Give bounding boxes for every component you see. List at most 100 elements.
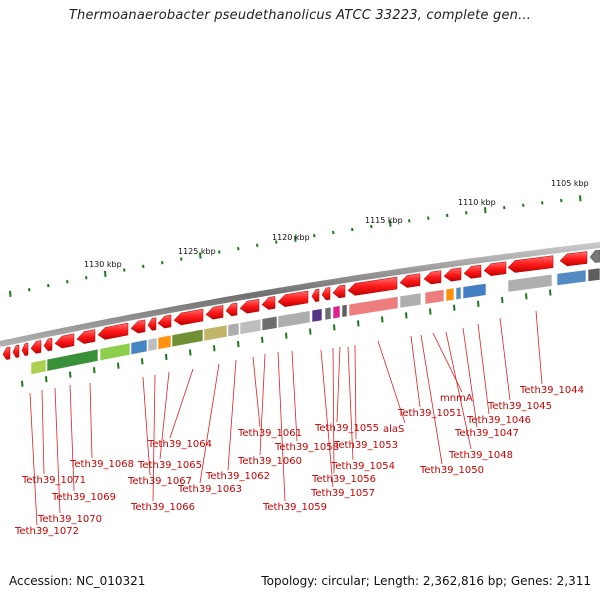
leader-line bbox=[159, 371, 170, 460]
inner-tick bbox=[285, 332, 288, 339]
leader-line bbox=[535, 310, 543, 385]
leader-line bbox=[89, 382, 93, 459]
gene-label[interactable]: Teth39_1059 bbox=[262, 502, 327, 513]
gene-label[interactable]: Teth39_1072 bbox=[14, 526, 79, 537]
minor-tick bbox=[123, 268, 126, 272]
feature-block bbox=[424, 289, 445, 305]
minor-tick bbox=[522, 203, 525, 207]
gene-label[interactable]: Teth39_1071 bbox=[21, 475, 86, 486]
gene-label[interactable]: Teth39_1062 bbox=[205, 471, 270, 482]
gene-arrow bbox=[399, 273, 421, 288]
gene-arrow bbox=[173, 308, 204, 326]
leader-line bbox=[477, 323, 490, 415]
major-tick bbox=[579, 195, 582, 202]
leader-line bbox=[252, 356, 261, 428]
gene-label[interactable]: Teth39_1046 bbox=[466, 415, 531, 426]
inner-tick bbox=[21, 380, 24, 387]
gene-label[interactable]: Teth39_1058 bbox=[274, 442, 339, 453]
feature-block bbox=[130, 339, 148, 356]
gene-label[interactable]: Teth39_1060 bbox=[237, 456, 302, 467]
gene-arrow bbox=[54, 333, 75, 349]
gene-arrow bbox=[589, 249, 600, 263]
leader-line bbox=[336, 346, 341, 423]
leader-line bbox=[291, 350, 298, 442]
gene-arrow bbox=[225, 302, 238, 317]
minor-tick bbox=[275, 240, 278, 244]
gene-label[interactable]: alaS bbox=[383, 424, 404, 435]
feature-block bbox=[227, 322, 240, 338]
leader-line bbox=[347, 346, 354, 461]
inner-tick bbox=[501, 296, 504, 304]
leader-line bbox=[259, 353, 266, 456]
minor-tick bbox=[541, 201, 544, 205]
major-tick bbox=[389, 220, 392, 227]
gene-arrow bbox=[443, 267, 462, 282]
inner-tick bbox=[165, 353, 168, 360]
gene-label[interactable]: Teth39_1057 bbox=[310, 488, 375, 499]
genome-backbone bbox=[0, 242, 600, 347]
feature-block bbox=[341, 304, 348, 318]
gene-arrow bbox=[311, 288, 320, 302]
inner-tick bbox=[69, 371, 72, 378]
scale-label: 1105 kbp bbox=[551, 179, 589, 188]
gene-labels[interactable]: Teth39_1044 Teth39_1045 Teth39_1046 Teth39_… bbox=[14, 385, 584, 537]
gene-label[interactable]: Teth39_1050 bbox=[419, 465, 484, 476]
inner-tick bbox=[453, 304, 456, 311]
leader-line bbox=[169, 368, 194, 439]
minor-tick bbox=[408, 219, 411, 223]
leader-line bbox=[227, 359, 237, 471]
gene-arrow bbox=[483, 261, 507, 276]
feature-block bbox=[587, 267, 600, 282]
gene-label[interactable]: Teth39_1066 bbox=[130, 502, 195, 513]
gene-label[interactable]: Teth39_1053 bbox=[333, 440, 398, 451]
gene-arrow bbox=[261, 296, 276, 310]
feature-block bbox=[46, 348, 99, 372]
gene-label[interactable]: Teth39_1069 bbox=[51, 492, 116, 503]
gene-arrow bbox=[239, 298, 260, 314]
gene-label[interactable]: Teth39_1070 bbox=[37, 514, 102, 525]
minor-tick bbox=[85, 276, 88, 280]
gene-label[interactable]: Teth39_1064 bbox=[147, 439, 212, 450]
gene-arrow bbox=[97, 322, 129, 340]
gene-label[interactable]: Teth39_1056 bbox=[311, 474, 376, 485]
feature-block bbox=[261, 315, 278, 332]
gene-label[interactable]: Teth39_1067 bbox=[127, 476, 192, 487]
gene-label[interactable]: Teth39_1065 bbox=[137, 460, 202, 471]
inner-tick bbox=[237, 340, 240, 348]
gene-arrow bbox=[463, 264, 482, 279]
gene-label[interactable]: Teth39_1044 bbox=[519, 385, 584, 396]
major-tick bbox=[104, 270, 107, 277]
gene-arrow bbox=[507, 255, 554, 273]
gene-label[interactable]: Teth39_1054 bbox=[330, 461, 395, 472]
gene-arrow bbox=[205, 305, 224, 320]
inner-tick bbox=[549, 289, 552, 296]
gene-label[interactable]: mnmA bbox=[440, 393, 473, 404]
gene-label[interactable]: Teth39_1055 bbox=[314, 423, 379, 434]
gene-label[interactable]: Teth39_1045 bbox=[487, 401, 552, 412]
gene-label[interactable]: Teth39_1068 bbox=[69, 459, 134, 470]
gene-arrow bbox=[321, 287, 331, 301]
leader-line bbox=[320, 349, 334, 488]
feature-block bbox=[311, 308, 323, 323]
leader-line bbox=[142, 376, 151, 476]
minor-tick bbox=[256, 243, 259, 247]
inner-tick bbox=[213, 345, 216, 352]
gene-label[interactable]: Teth39_1047 bbox=[454, 428, 519, 439]
gene-label[interactable]: Teth39_1051 bbox=[397, 408, 462, 419]
gene-label[interactable]: Teth39_1063 bbox=[177, 484, 242, 495]
gene-arrow bbox=[147, 317, 157, 331]
map-title: Thermoanaerobacter pseudethanolicus ATCC… bbox=[68, 8, 532, 23]
inner-tick bbox=[477, 300, 480, 307]
feature-track[interactable] bbox=[30, 267, 600, 375]
gene-label[interactable]: Teth39_1061 bbox=[237, 428, 302, 439]
gene-features[interactable] bbox=[2, 249, 600, 360]
scale-label: 1120 kbp bbox=[272, 233, 310, 242]
accession-label: Accession: NC_010321 bbox=[9, 574, 146, 588]
feature-block bbox=[445, 287, 455, 302]
minor-tick bbox=[351, 227, 354, 232]
inner-tick bbox=[45, 376, 48, 383]
leader-line bbox=[354, 344, 357, 440]
minor-tick bbox=[465, 211, 468, 215]
gene-label[interactable]: Teth39_1048 bbox=[448, 450, 513, 461]
